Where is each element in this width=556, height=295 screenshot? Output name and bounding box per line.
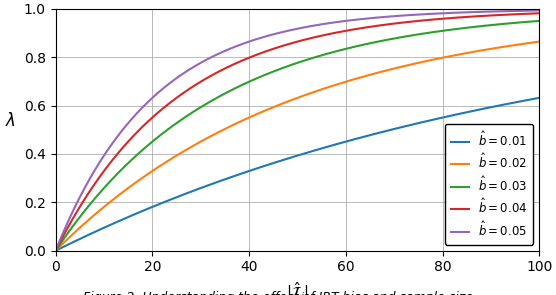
Y-axis label: $\lambda$: $\lambda$ bbox=[4, 112, 16, 130]
$\hat{b} = 0.05$ bbox=[275, 31, 281, 35]
X-axis label: $|\hat{\mathcal{I}}_j|$: $|\hat{\mathcal{I}}_j|$ bbox=[286, 280, 309, 295]
$\hat{b} = 0.01$ bbox=[433, 117, 440, 121]
$\hat{b} = 0.05$ bbox=[77, 194, 83, 198]
$\hat{b} = 0.01$ bbox=[77, 237, 83, 240]
$\hat{b} = 0.02$ bbox=[52, 249, 59, 253]
$\hat{b} = 0.05$ bbox=[522, 9, 529, 12]
$\hat{b} = 0.05$ bbox=[522, 9, 528, 12]
Legend: $\hat{b} = 0.01$, $\hat{b} = 0.02$, $\hat{b} = 0.03$, $\hat{b} = 0.04$, $\hat{b}: $\hat{b} = 0.01$, $\hat{b} = 0.02$, $\ha… bbox=[445, 124, 533, 245]
$\hat{b} = 0.02$ bbox=[287, 99, 294, 102]
$\hat{b} = 0.02$ bbox=[433, 57, 440, 61]
$\hat{b} = 0.02$ bbox=[536, 40, 543, 43]
$\hat{b} = 0.04$ bbox=[275, 45, 281, 49]
$\hat{b} = 0.01$ bbox=[52, 249, 59, 253]
$\hat{b} = 0.02$ bbox=[275, 104, 281, 107]
$\hat{b} = 0.04$ bbox=[77, 204, 83, 208]
$\hat{b} = 0.03$ bbox=[275, 68, 281, 71]
$\hat{b} = 0.04$ bbox=[522, 12, 529, 16]
$\hat{b} = 0.02$ bbox=[77, 225, 83, 229]
$\hat{b} = 0.03$ bbox=[522, 20, 529, 24]
$\hat{b} = 0.02$ bbox=[522, 42, 528, 45]
Text: Figure 2. Understanding the effect of IRT bias and sample size: Figure 2. Understanding the effect of IR… bbox=[83, 291, 473, 295]
$\hat{b} = 0.01$ bbox=[287, 156, 294, 159]
$\hat{b} = 0.04$ bbox=[536, 12, 543, 15]
$\hat{b} = 0.05$ bbox=[433, 12, 440, 15]
$\hat{b} = 0.04$ bbox=[433, 17, 440, 21]
$\hat{b} = 0.05$ bbox=[52, 249, 59, 253]
Line: $\hat{b} = 0.04$: $\hat{b} = 0.04$ bbox=[56, 13, 539, 251]
$\hat{b} = 0.01$ bbox=[536, 96, 543, 100]
$\hat{b} = 0.03$ bbox=[433, 30, 440, 33]
$\hat{b} = 0.05$ bbox=[536, 9, 543, 12]
Line: $\hat{b} = 0.03$: $\hat{b} = 0.03$ bbox=[56, 21, 539, 251]
$\hat{b} = 0.05$ bbox=[287, 28, 294, 32]
$\hat{b} = 0.02$ bbox=[522, 42, 529, 45]
$\hat{b} = 0.03$ bbox=[536, 19, 543, 23]
Line: $\hat{b} = 0.02$: $\hat{b} = 0.02$ bbox=[56, 42, 539, 251]
$\hat{b} = 0.03$ bbox=[522, 20, 528, 24]
$\hat{b} = 0.03$ bbox=[52, 249, 59, 253]
$\hat{b} = 0.04$ bbox=[287, 42, 294, 45]
$\hat{b} = 0.01$ bbox=[522, 99, 528, 102]
Line: $\hat{b} = 0.05$: $\hat{b} = 0.05$ bbox=[56, 11, 539, 251]
$\hat{b} = 0.03$ bbox=[77, 215, 83, 218]
Line: $\hat{b} = 0.01$: $\hat{b} = 0.01$ bbox=[56, 98, 539, 251]
$\hat{b} = 0.04$ bbox=[522, 12, 528, 16]
$\hat{b} = 0.03$ bbox=[287, 63, 294, 67]
$\hat{b} = 0.01$ bbox=[275, 160, 281, 163]
$\hat{b} = 0.04$ bbox=[52, 249, 59, 253]
$\hat{b} = 0.01$ bbox=[522, 99, 529, 102]
